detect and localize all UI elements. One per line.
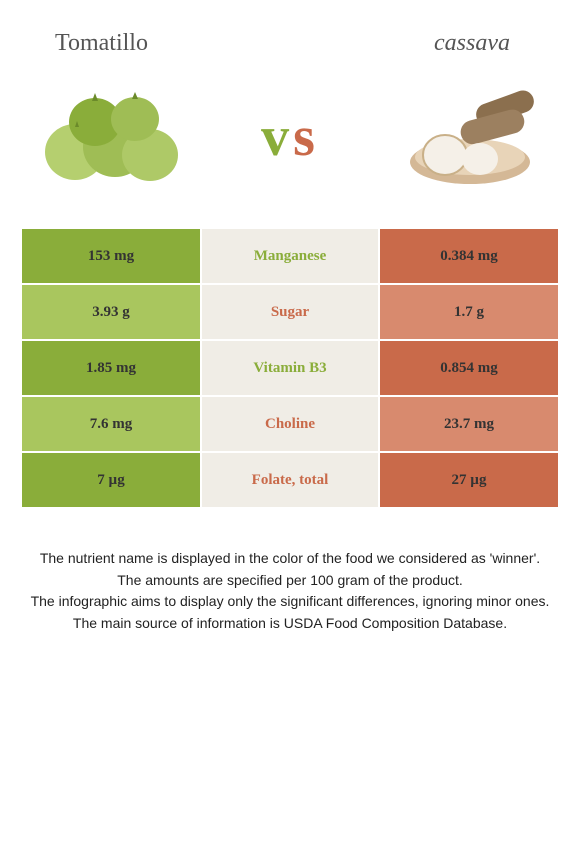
nutrient-table: 153 mgManganese0.384 mg3.93 gSugar1.7 g1… <box>20 227 560 509</box>
cassava-image <box>390 77 550 197</box>
table-row: 7.6 mgCholine23.7 mg <box>21 396 559 452</box>
table-row: 3.93 gSugar1.7 g <box>21 284 559 340</box>
footer-line-4: The main source of information is USDA F… <box>25 614 555 634</box>
right-value: 23.7 mg <box>379 396 559 452</box>
nutrient-name: Vitamin B3 <box>201 340 379 396</box>
right-value: 0.854 mg <box>379 340 559 396</box>
table-row: 153 mgManganese0.384 mg <box>21 228 559 284</box>
nutrient-name: Manganese <box>201 228 379 284</box>
nutrient-name: Sugar <box>201 284 379 340</box>
table-row: 7 µgFolate, total27 µg <box>21 452 559 508</box>
right-value: 1.7 g <box>379 284 559 340</box>
right-value: 27 µg <box>379 452 559 508</box>
footer-line-3: The infographic aims to display only the… <box>25 592 555 612</box>
header: Tomatillo cassava <box>0 0 580 67</box>
footer-line-1: The nutrient name is displayed in the co… <box>25 549 555 569</box>
left-value: 7 µg <box>21 452 201 508</box>
footer-notes: The nutrient name is displayed in the co… <box>0 509 580 633</box>
left-food-title: Tomatillo <box>55 30 148 57</box>
right-value: 0.384 mg <box>379 228 559 284</box>
left-value: 7.6 mg <box>21 396 201 452</box>
right-food-title: cassava <box>434 30 510 57</box>
vs-label: vs <box>261 105 319 169</box>
left-value: 1.85 mg <box>21 340 201 396</box>
left-value: 153 mg <box>21 228 201 284</box>
vs-v: v <box>261 106 293 168</box>
vs-s: s <box>293 106 319 168</box>
table-row: 1.85 mgVitamin B30.854 mg <box>21 340 559 396</box>
left-value: 3.93 g <box>21 284 201 340</box>
footer-line-2: The amounts are specified per 100 gram o… <box>25 571 555 591</box>
nutrient-name: Folate, total <box>201 452 379 508</box>
nutrient-name: Choline <box>201 396 379 452</box>
images-row: vs <box>0 67 580 227</box>
tomatillo-image <box>30 77 190 197</box>
